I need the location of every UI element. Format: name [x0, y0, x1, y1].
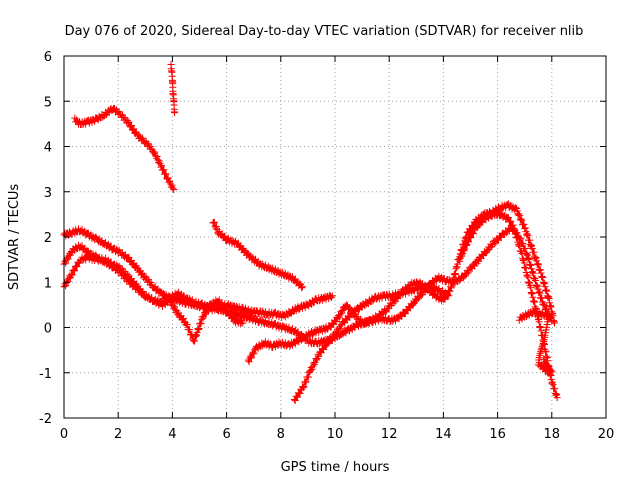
- marker-path: [290, 281, 453, 404]
- marker-path: [60, 252, 247, 345]
- marker-path: [515, 307, 556, 377]
- series-track-8: [290, 281, 453, 404]
- x-tick-label: 6: [222, 427, 230, 442]
- y-tick-label: 0: [44, 322, 52, 337]
- x-tick-label: 18: [544, 427, 561, 442]
- x-tick-label: 4: [168, 427, 176, 442]
- x-axis-label: GPS time / hours: [281, 460, 390, 475]
- x-tick-label: 0: [60, 427, 68, 442]
- marker-path: [71, 104, 178, 193]
- y-tick-label: 5: [44, 95, 52, 110]
- series-track-6: [60, 252, 247, 345]
- x-tick-label: 8: [277, 427, 285, 442]
- y-tick-label: 4: [44, 141, 52, 156]
- y-tick-label: -2: [39, 412, 52, 427]
- data-points: [60, 61, 561, 404]
- series-track-2: [167, 61, 179, 117]
- marker-path: [209, 218, 306, 292]
- x-tick-label: 2: [114, 427, 122, 442]
- y-axis-label: SDTVAR / TECUs: [7, 184, 22, 291]
- x-tick-label: 16: [489, 427, 506, 442]
- y-tick-label: 2: [44, 231, 52, 246]
- x-tick-label: 12: [381, 427, 398, 442]
- y-tick-label: 3: [44, 186, 52, 201]
- series-track-10: [515, 307, 556, 377]
- y-tick-label: 6: [44, 50, 52, 65]
- series-track-1: [71, 104, 178, 193]
- x-tick-label: 10: [327, 427, 344, 442]
- marker-path: [167, 61, 179, 117]
- y-tick-label: -1: [39, 367, 52, 382]
- x-tick-label: 14: [435, 427, 452, 442]
- grid-lines: [64, 56, 606, 418]
- x-tick-label: 20: [598, 427, 615, 442]
- series-track-3: [209, 218, 306, 292]
- y-tick-label: 1: [44, 276, 52, 291]
- chart-title: Day 076 of 2020, Sidereal Day-to-day VTE…: [65, 24, 584, 39]
